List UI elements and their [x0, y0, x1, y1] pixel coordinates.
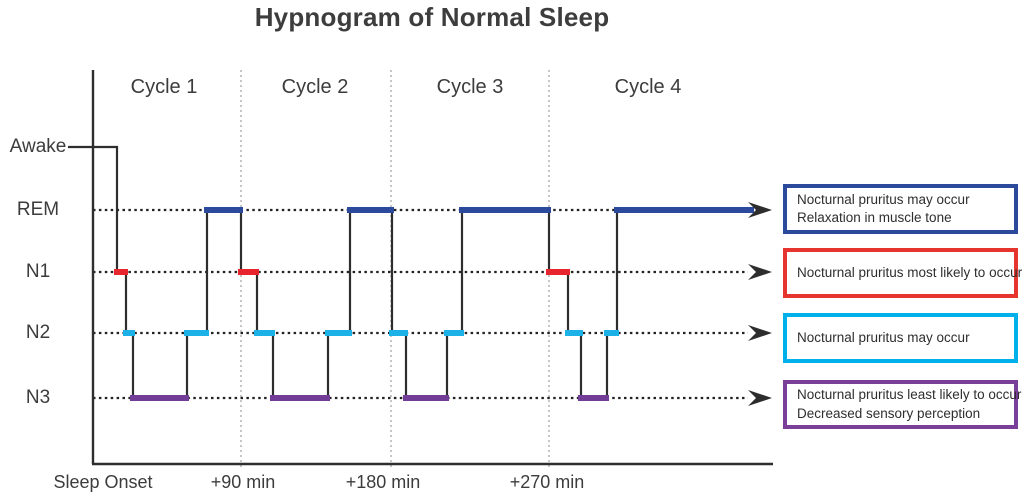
annotation-box-n2: Nocturnal pruritus may occur [783, 313, 1018, 363]
x-axis-label-270min: +270 min [509, 472, 585, 492]
arrow-icon [748, 202, 772, 218]
annotation-text: Nocturnal pruritus least likely to occur [797, 387, 1022, 403]
annotation-text: Nocturnal pruritus most likely to occur [797, 264, 1023, 280]
arrow-icon [748, 264, 772, 280]
annotation-box-rem: Nocturnal pruritus may occur Relaxation … [783, 184, 1018, 234]
y-axis-label-n1: N1 [25, 261, 51, 282]
arrow-icon [748, 390, 772, 406]
cycle-1-label: Cycle 1 [130, 76, 198, 98]
x-axis-label-sleep-onset: Sleep Onset [53, 472, 153, 492]
annotation-text: Nocturnal pruritus may occur [797, 191, 970, 207]
chart-title: Hypnogram of Normal Sleep [254, 2, 610, 32]
y-axis-label-rem: REM [16, 199, 60, 220]
annotation-text: Decreased sensory perception [797, 405, 981, 421]
x-axis-label-90min: +90 min [210, 472, 276, 492]
annotation-text: Nocturnal pruritus may occur [797, 329, 970, 345]
cycle-3-label: Cycle 3 [436, 76, 504, 98]
annotation-text: Relaxation in muscle tone [797, 210, 952, 225]
annotation-box-n1: Nocturnal pruritus most likely to occur [783, 248, 1023, 298]
x-axis-label-180min: +180 min [345, 472, 421, 492]
cycle-2-label: Cycle 2 [281, 76, 349, 98]
arrow-icon [748, 325, 772, 341]
cycle-4-label: Cycle 4 [614, 76, 682, 98]
y-axis-label-awake: Awake [9, 136, 67, 157]
y-axis-label-n3: N3 [25, 387, 51, 408]
annotation-box-n3: Nocturnal pruritus least likely to occur… [783, 380, 1022, 429]
y-axis-label-n2: N2 [25, 322, 51, 343]
